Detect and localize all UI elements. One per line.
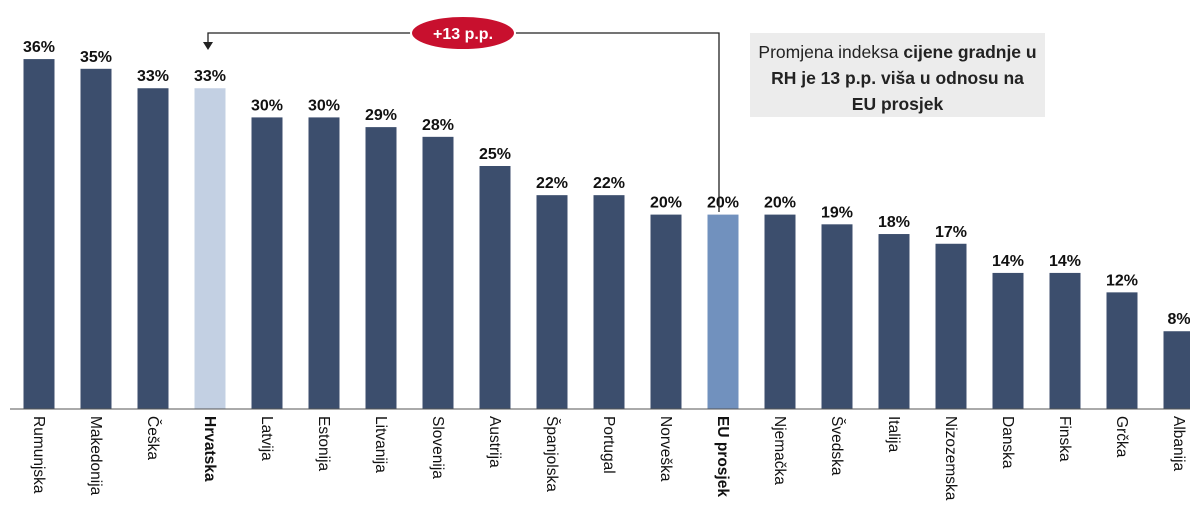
value-label-njemacka: 20%	[764, 195, 796, 212]
category-labels-group: Rumunjska Makedonija Češka Hrvatska Latvija E…	[30, 416, 1187, 501]
value-label-svedska: 19%	[821, 204, 853, 221]
category-label-ceska: Češka	[144, 416, 161, 460]
bars-group	[23, 59, 1190, 410]
value-label-ceska: 33%	[137, 68, 169, 85]
note-text-regular: Promjena indeksa	[758, 42, 904, 62]
bar-slovenija	[422, 136, 454, 409]
category-label-rumunjska: Rumunjska	[30, 416, 47, 494]
value-label-albanija: 8%	[1167, 311, 1190, 328]
category-label-austrija: Austrija	[486, 416, 503, 468]
difference-badge	[410, 15, 516, 51]
value-label-eu-prosjek: 20%	[707, 195, 739, 212]
bar-rumunjska	[23, 59, 55, 410]
bar-grcka	[1106, 292, 1138, 409]
bar-estonija	[308, 117, 340, 410]
bar-spanjolska	[536, 195, 568, 409]
category-label-italija: Italija	[885, 416, 902, 453]
category-label-eu-prosjek: EU prosjek	[714, 416, 731, 497]
value-label-estonija: 30%	[308, 97, 340, 114]
category-label-estonija: Estonija	[315, 416, 332, 472]
bracket-connector	[207, 32, 720, 212]
value-label-rumunjska: 36%	[23, 39, 55, 56]
value-label-finska: 14%	[1049, 253, 1081, 270]
bar-danska	[992, 272, 1024, 409]
category-label-svedska: Švedska	[828, 416, 845, 476]
value-label-grcka: 12%	[1106, 272, 1138, 289]
value-label-austrija: 25%	[479, 146, 511, 163]
bar-latvija	[251, 117, 283, 410]
value-label-italija: 18%	[878, 214, 910, 231]
value-label-hrvatska: 33%	[194, 68, 226, 85]
category-label-grcka: Grčka	[1113, 416, 1130, 458]
bar-ceska	[137, 88, 169, 410]
difference-badge-text: +13 p.p.	[433, 26, 493, 43]
bar-svedska	[821, 224, 853, 409]
difference-annotation: +13 p.p.	[203, 15, 720, 212]
bracket-arrowhead	[203, 42, 213, 50]
value-label-danska: 14%	[992, 253, 1024, 270]
bar-eu-prosjek	[707, 214, 739, 409]
bar-finska	[1049, 272, 1081, 409]
annotation-note: Promjena indeksa cijene gradnje u RH je …	[750, 33, 1045, 117]
value-label-makedonija: 35%	[80, 49, 112, 66]
bar-njemacka	[764, 214, 796, 409]
bar-litvanija	[365, 127, 397, 410]
value-label-slovenija: 28%	[422, 117, 454, 134]
note-text-bold: cijene gradnje u RH je 13 p.p. viša u od…	[771, 42, 1037, 114]
category-label-nizozemska: Nizozemska	[942, 416, 959, 501]
bar-norveska	[650, 214, 682, 409]
value-label-portugal: 22%	[593, 175, 625, 192]
category-label-finska: Finska	[1056, 416, 1073, 462]
bar-austrija	[479, 166, 511, 409]
bar-italija	[878, 234, 910, 409]
bar-hrvatska	[194, 88, 226, 410]
category-label-njemacka: Njemačka	[771, 416, 788, 485]
category-label-litvanija: Litvanija	[372, 416, 389, 473]
category-label-hrvatska: Hrvatska	[201, 416, 218, 482]
value-label-latvija: 30%	[251, 97, 283, 114]
value-label-litvanija: 29%	[365, 107, 397, 124]
category-label-albanija: Albanija	[1170, 416, 1187, 472]
bar-nizozemska	[935, 243, 967, 409]
category-label-portugal: Portugal	[600, 416, 617, 474]
category-label-danska: Danska	[999, 416, 1016, 469]
value-label-spanjolska: 22%	[536, 175, 568, 192]
value-label-nizozemska: 17%	[935, 224, 967, 241]
category-label-spanjolska: Španjolska	[543, 416, 560, 492]
value-labels-group: 36% 35% 33% 33% 30% 30% 29% 28% 25% 22% 22% 20% 20% 2…	[23, 39, 1190, 328]
category-label-slovenija: Slovenija	[429, 416, 446, 479]
bar-albanija	[1163, 331, 1190, 409]
category-label-makedonija: Makedonija	[87, 416, 104, 496]
value-label-norveska: 20%	[650, 195, 682, 212]
bar-portugal	[593, 195, 625, 409]
category-label-norveska: Norveška	[657, 416, 674, 482]
category-label-latvija: Latvija	[258, 416, 275, 461]
bar-makedonija	[80, 68, 112, 410]
